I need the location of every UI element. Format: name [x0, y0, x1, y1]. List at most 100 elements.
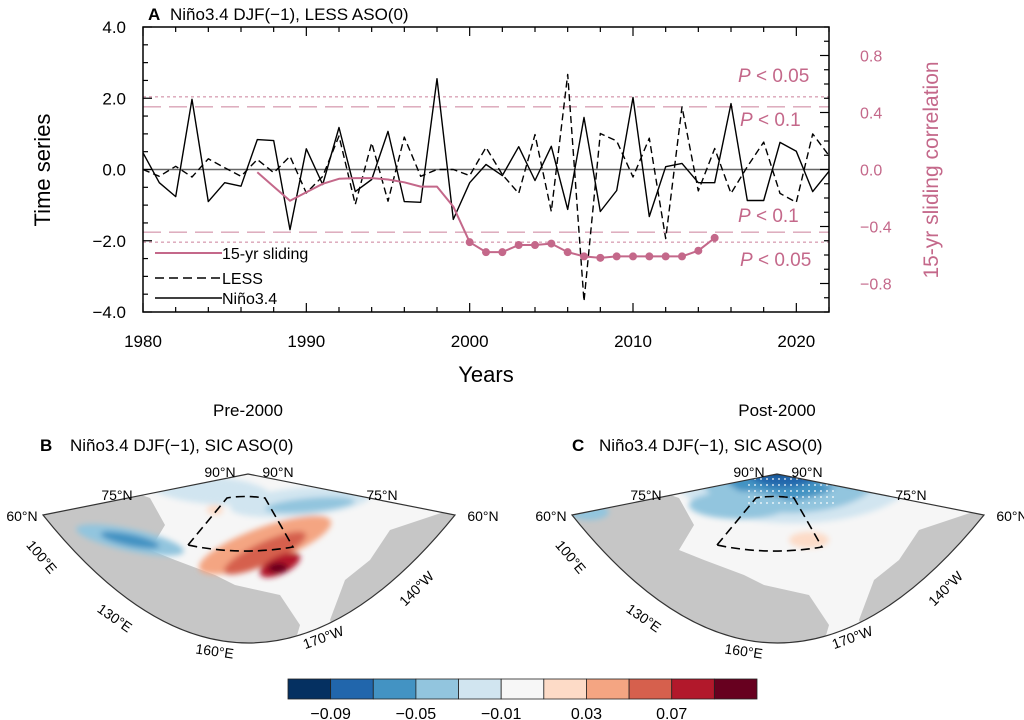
significance-stipple [778, 460, 780, 462]
x-tick-label: 2010 [614, 332, 652, 351]
significance-stipple [748, 484, 750, 486]
threshold-label: P < 0.05 [738, 66, 809, 87]
sic-anomaly-region [85, 474, 135, 484]
series-line-ni-o3-4 [142, 77, 830, 231]
significance-stipple [832, 502, 834, 504]
significance-stipple [766, 466, 768, 468]
significance-stipple [760, 490, 762, 492]
significance-stipple [820, 460, 822, 462]
colorbar-bin [671, 678, 715, 700]
sliding-correlation-point [629, 252, 637, 261]
significance-stipple [748, 490, 750, 492]
significance-stipple [748, 502, 750, 504]
significance-stipple [832, 478, 834, 480]
significance-stipple [832, 472, 834, 474]
y2-tick-label: 0.4 [860, 106, 882, 123]
sliding-correlation-point [547, 239, 556, 248]
significance-stipple [754, 490, 756, 492]
y-axis-label: Time series [30, 114, 55, 227]
sliding-correlation-point [465, 238, 474, 247]
map-panel-letter: B [40, 436, 52, 455]
significance-stipple [748, 460, 750, 462]
significance-stipple [802, 502, 804, 504]
map-period-label: Post-2000 [738, 401, 816, 420]
y2-tick-label: −0.4 [860, 220, 892, 237]
sliding-correlation-point [531, 241, 539, 250]
significance-stipple [778, 466, 780, 468]
significance-stipple [784, 502, 786, 504]
map-coord-label-lon140w: 140°W [396, 567, 438, 609]
sliding-correlation-point [661, 252, 670, 261]
map-coord-label-lat75_l: 75°N [101, 487, 132, 503]
colorbar-bin [415, 678, 459, 700]
map-coord-label-pole_r: 90°N [791, 464, 822, 480]
y2-tick-label: −0.8 [860, 277, 892, 294]
significance-stipple [784, 466, 786, 468]
colorbar-bin [628, 678, 673, 700]
colorbar-bin [372, 678, 417, 700]
significance-stipple [766, 490, 768, 492]
map-title: Niño3.4 DJF(−1), SIC ASO(0) [70, 436, 293, 455]
significance-stipple [802, 484, 804, 486]
y-tick-label: −2.0 [92, 232, 126, 251]
significance-stipple [832, 460, 834, 462]
map-period-label: Pre-2000 [213, 401, 283, 420]
significance-stipple [790, 502, 792, 504]
sliding-correlation-point [645, 252, 654, 261]
y2-tick-label: 0.0 [860, 163, 882, 180]
significance-stipple [808, 496, 810, 498]
panel-a-title: Niño3.4 DJF(−1), LESS ASO(0) [170, 5, 409, 24]
significance-stipple [796, 496, 798, 498]
significance-stipple [826, 478, 828, 480]
p-symbol: P [738, 66, 751, 87]
colorbar-label: −0.05 [396, 706, 437, 720]
threshold-label: P < 0.1 [740, 110, 801, 131]
colorbar-bin [543, 678, 587, 700]
significance-stipple [796, 484, 798, 486]
x-tick-label: 1990 [287, 332, 325, 351]
significance-stipple [808, 484, 810, 486]
sliding-correlation-point [596, 253, 605, 262]
map-coord-label-lon100e: 100°E [23, 537, 60, 577]
map-border [41, 473, 457, 644]
sliding-correlation-point [514, 241, 523, 250]
y2-axis-label: 15-yr sliding correlation [920, 61, 943, 278]
y-tick-label: 0.0 [102, 161, 126, 180]
p-value: < 0.1 [751, 206, 799, 227]
y-tick-label: −4.0 [92, 303, 126, 322]
sliding-correlation-point [710, 233, 719, 242]
sliding-correlation-point [580, 252, 588, 261]
significance-stipple [826, 502, 828, 504]
sic-anomaly-region [549, 439, 569, 451]
significance-stipple [790, 478, 792, 480]
significance-stipple [748, 496, 750, 498]
legend-label: LESS [222, 271, 263, 288]
box-region-dashed [187, 495, 295, 552]
significance-stipple [808, 502, 810, 504]
map-post-2000: Post-2000 C Niño3.4 DJF(−1), SIC ASO(0) 90°… [535, 401, 1024, 662]
legend-label: 15-yr sliding [222, 246, 308, 263]
sic-anomaly-region [265, 496, 355, 514]
map-panel-letter: C [572, 436, 584, 455]
significance-stipple [766, 502, 768, 504]
map-coord-label-lon140w: 140°W [925, 567, 967, 609]
sic-anomaly-region [819, 474, 899, 488]
colorbar: −0.09 −0.05 −0.01 0.03 0.07 [287, 678, 758, 720]
sic-anomaly-region [223, 531, 307, 575]
significance-stipple [772, 460, 774, 462]
sic-anomaly-region [100, 531, 160, 549]
colorbar-bin [330, 678, 374, 700]
significance-stipple [766, 478, 768, 480]
significance-stipple [778, 502, 780, 504]
map-coord-label-pole_l: 90°N [733, 464, 764, 480]
significance-stipple [790, 484, 792, 486]
map-coord-label-pole_r: 90°N [262, 464, 293, 480]
map-coord-label-lat60_l: 60°N [535, 508, 566, 524]
series-line-less [142, 73, 830, 302]
significance-stipple [796, 460, 798, 462]
significance-stipple [766, 484, 768, 486]
significance-stipple [778, 472, 780, 474]
box-region-dashed [716, 495, 824, 552]
y-tick-label: 2.0 [102, 89, 126, 108]
